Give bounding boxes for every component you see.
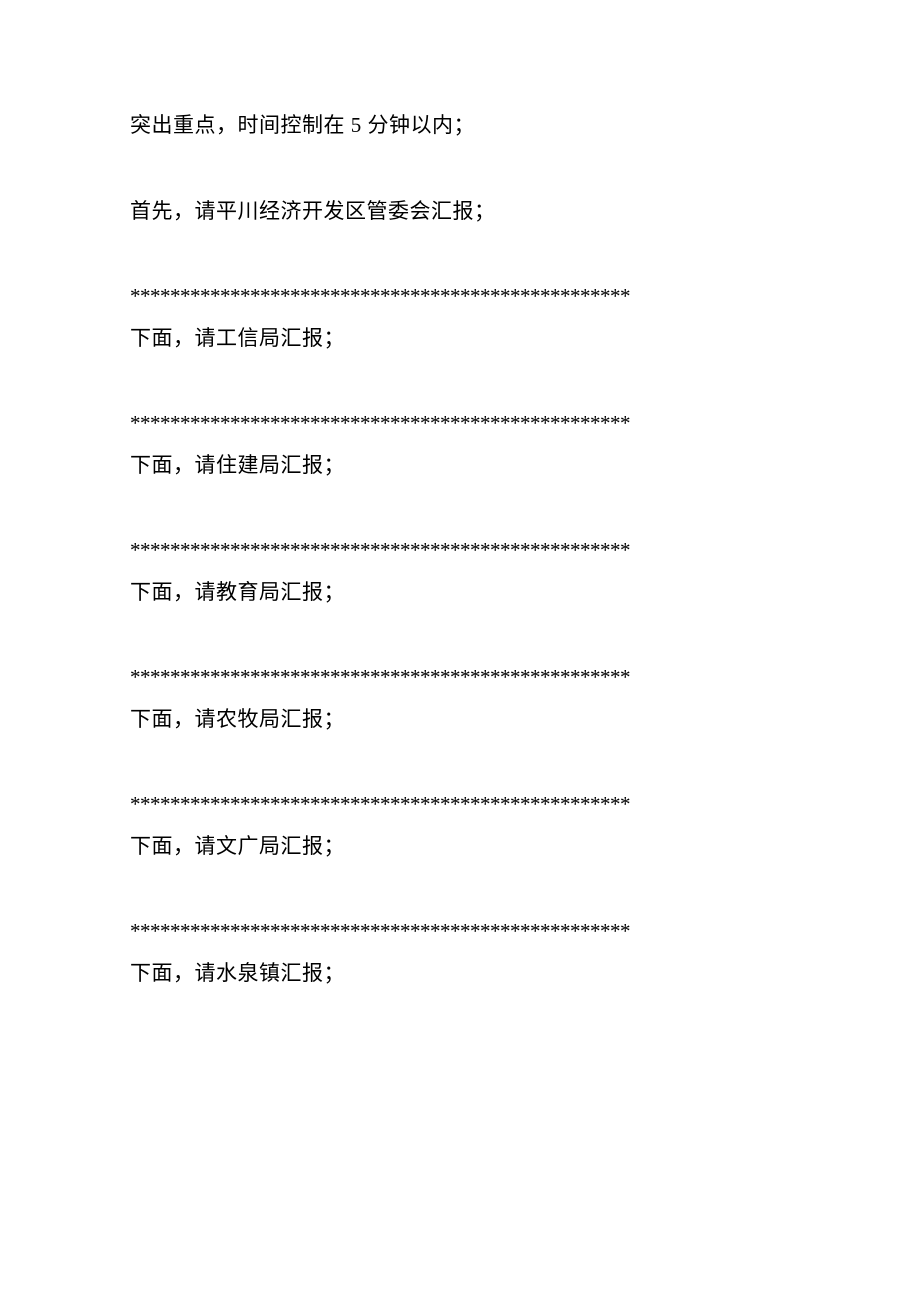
section-block: ****************************************… [130,789,790,862]
section-block: ****************************************… [130,408,790,481]
section-text: 下面，请教育局汇报； [130,577,790,609]
section-block: ****************************************… [130,535,790,608]
divider-line: ****************************************… [130,789,790,821]
section-text: 下面，请文广局汇报； [130,831,790,863]
divider-line: ****************************************… [130,408,790,440]
section-text: 下面，请农牧局汇报； [130,704,790,736]
section-block: ****************************************… [130,281,790,354]
intro-line: 突出重点，时间控制在 5 分钟以内； [130,110,790,142]
divider-line: ****************************************… [130,662,790,694]
divider-line: ****************************************… [130,916,790,948]
section-text: 下面，请住建局汇报； [130,450,790,482]
divider-line: ****************************************… [130,281,790,313]
section-text: 下面，请工信局汇报； [130,323,790,355]
divider-line: ****************************************… [130,535,790,567]
section-block: ****************************************… [130,916,790,989]
section-block: ****************************************… [130,662,790,735]
section-text: 下面，请水泉镇汇报； [130,958,790,990]
document-page: 突出重点，时间控制在 5 分钟以内； 首先，请平川经济开发区管委会汇报； ***… [0,0,920,989]
first-report-line: 首先，请平川经济开发区管委会汇报； [130,196,790,228]
